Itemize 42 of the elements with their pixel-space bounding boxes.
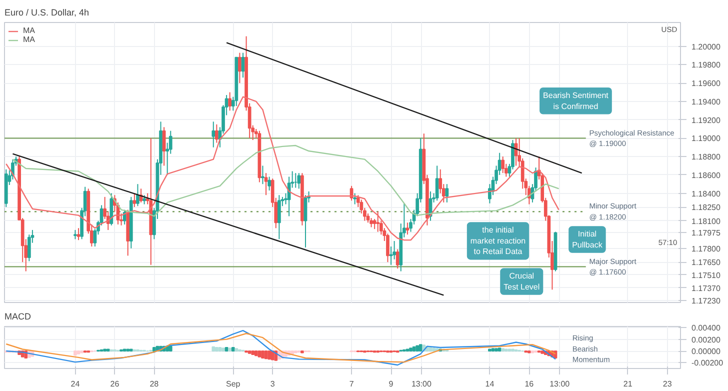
x-tick-label: 23 [662, 380, 672, 388]
chart-title: Euro / U.S. Dollar, 4h [4, 8, 90, 18]
y-tick-label: 1.17975 [692, 228, 721, 238]
x-tick-label: 13:00 [411, 380, 432, 388]
x-tick-label: 26 [110, 380, 120, 388]
y-tick-label: 1.19400 [692, 97, 721, 106]
y-tick-label: 0.00000 [692, 347, 721, 356]
x-tick-label: 7 [349, 380, 354, 388]
y-tick-label: 1.17230 [692, 296, 721, 306]
annotation: the initial market reaction to Retail Data [470, 226, 526, 256]
annotation: Bearish Sentiment is Confirmed [543, 91, 610, 111]
y-tick-label: 1.19000 [692, 134, 721, 144]
y-tick-label: 1.18800 [692, 152, 721, 162]
x-tick-label: 24 [70, 380, 80, 388]
legend-label: MA [23, 35, 36, 44]
annotation: Initial Pullback [572, 230, 604, 250]
y-tick-label: 1.17370 [692, 284, 721, 293]
y-tick-label: 1.19200 [692, 116, 721, 125]
y-tick-label: 1.18400 [692, 189, 721, 198]
x-tick-label: 3 [270, 380, 276, 388]
y-tick-label: 1.17650 [692, 258, 721, 268]
y-tick-label: 1.18600 [692, 170, 721, 180]
x-tick-label: 9 [388, 380, 394, 388]
y-tick-label: -0.00200 [692, 358, 724, 368]
y-tick-label: 0.00400 [692, 324, 721, 333]
x-tick-label: Sep [226, 380, 241, 388]
y-tick-label: 1.19600 [692, 79, 721, 88]
y-tick-label: 1.19800 [692, 60, 721, 70]
x-tick-label: 13:00 [550, 380, 570, 388]
annotation: Crucial Test Level [504, 272, 540, 292]
y-tick-label: 0.00200 [692, 335, 721, 344]
chart-title: MACD [4, 312, 32, 322]
x-tick-label: 16 [524, 380, 534, 388]
y-tick-label: 1.18100 [692, 216, 721, 226]
y-tick-label: 1.18250 [692, 203, 721, 212]
y-tick-label: 1.17800 [692, 244, 721, 254]
x-tick-label: 21 [623, 380, 633, 388]
y-tick-label: 1.20000 [692, 42, 721, 52]
legend-label: MA [23, 26, 36, 35]
x-tick-label: 28 [150, 380, 160, 388]
x-tick-label: 14 [485, 380, 495, 388]
y-tick-label: 1.17510 [692, 270, 721, 280]
